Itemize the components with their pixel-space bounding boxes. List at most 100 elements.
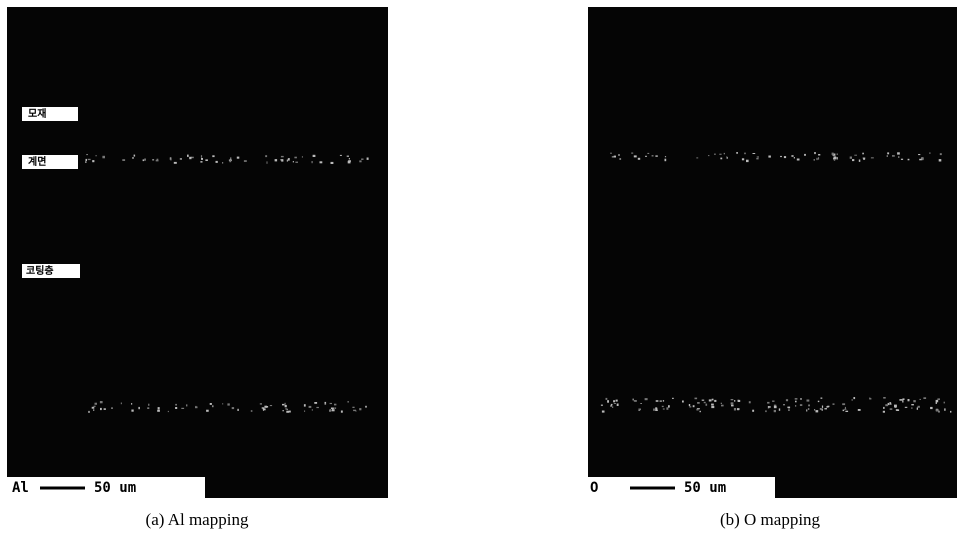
region-label: 코팅층: [26, 264, 54, 277]
dot: [693, 405, 695, 407]
dot: [724, 153, 725, 154]
dot: [610, 405, 612, 406]
dot: [175, 407, 177, 409]
dot: [138, 407, 140, 409]
dot: [660, 401, 662, 402]
dot: [361, 159, 363, 160]
dot: [738, 400, 741, 402]
dot: [697, 402, 700, 404]
dot: [212, 405, 213, 407]
dot: [610, 153, 611, 154]
dot: [86, 159, 88, 161]
dot: [614, 156, 616, 158]
dot: [132, 157, 134, 159]
dot: [897, 152, 900, 154]
dot: [832, 153, 834, 155]
dot: [329, 410, 331, 412]
dot: [302, 156, 303, 157]
dot: [898, 156, 899, 158]
dot: [275, 159, 278, 161]
dot: [152, 159, 154, 160]
dot: [100, 401, 103, 403]
dot: [719, 154, 721, 155]
dot: [834, 160, 835, 161]
dot: [195, 406, 198, 408]
dot: [682, 401, 684, 403]
dot: [147, 407, 149, 409]
dot: [186, 404, 187, 406]
dot: [134, 155, 136, 157]
dot: [304, 404, 306, 406]
dot: [797, 159, 800, 161]
dot: [316, 407, 319, 408]
figure: 모재 계면 코팅층 Al 50 um (a) Al mapping O 50 u…: [0, 0, 957, 539]
dot: [281, 156, 284, 157]
dot: [871, 157, 874, 158]
dot: [852, 159, 854, 161]
dot: [365, 406, 367, 408]
caption: (a) Al mapping: [146, 510, 249, 529]
dot: [104, 408, 106, 410]
dot: [332, 409, 333, 411]
dot: [696, 157, 698, 158]
dot: [191, 157, 194, 159]
dot: [210, 403, 212, 405]
dot: [887, 152, 889, 154]
dot: [814, 409, 815, 410]
dot: [833, 158, 836, 160]
dot: [859, 160, 861, 162]
dot: [919, 159, 922, 161]
scale-label: 50 um: [94, 480, 136, 496]
dot: [768, 406, 771, 408]
dot: [714, 154, 715, 155]
dot: [863, 158, 865, 160]
dot: [917, 408, 918, 410]
dot: [901, 159, 903, 160]
dot: [788, 407, 790, 408]
dot: [656, 400, 659, 402]
dot: [216, 161, 218, 163]
dot: [312, 161, 313, 163]
dot: [145, 159, 146, 161]
dot: [295, 162, 298, 163]
dot: [837, 154, 838, 155]
dot: [774, 410, 776, 412]
dot: [902, 398, 904, 400]
dot: [96, 155, 97, 156]
dot: [869, 398, 871, 399]
dot: [822, 406, 823, 408]
region-label: 계면: [28, 155, 46, 168]
dot: [950, 411, 951, 413]
dot: [616, 400, 618, 402]
dot: [779, 408, 780, 410]
dot: [918, 154, 920, 155]
dot: [353, 410, 356, 411]
dot: [711, 406, 714, 408]
dot: [752, 410, 754, 412]
dot: [288, 158, 290, 160]
dot: [85, 161, 87, 162]
dot: [944, 402, 945, 404]
dot: [853, 397, 855, 399]
dot: [631, 153, 633, 154]
dot: [86, 154, 88, 155]
dot: [772, 401, 774, 402]
dot: [704, 402, 706, 403]
dot: [212, 155, 214, 157]
dot: [908, 159, 910, 161]
region-label: 모재: [28, 107, 46, 120]
dot: [892, 155, 895, 157]
dot: [606, 398, 608, 400]
dot: [285, 405, 287, 407]
dot: [837, 157, 838, 159]
dot: [230, 157, 231, 159]
dot: [930, 407, 933, 409]
dot: [619, 158, 621, 160]
dot: [890, 402, 891, 404]
dot: [850, 157, 852, 159]
dot: [902, 400, 903, 402]
dot: [894, 406, 896, 408]
dot: [736, 152, 738, 154]
dot: [899, 399, 902, 401]
dot: [367, 158, 369, 160]
